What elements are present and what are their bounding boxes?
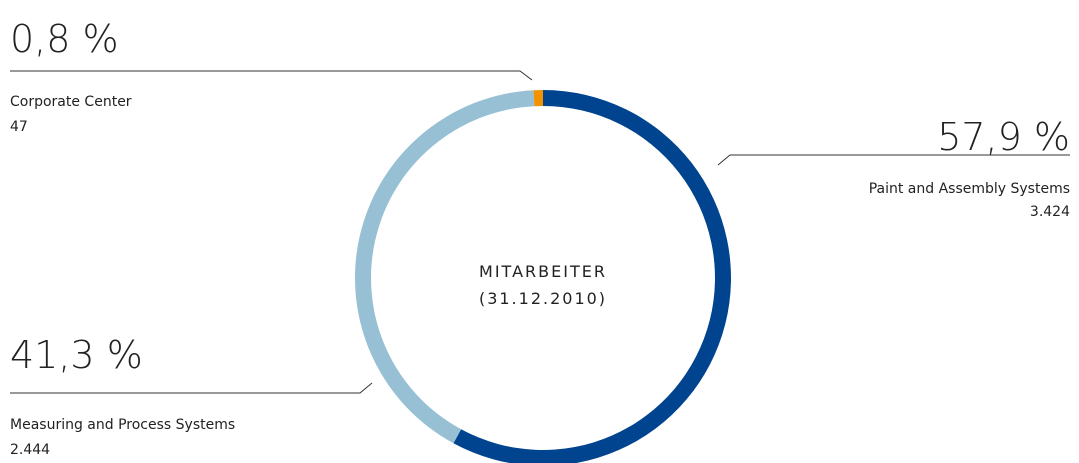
count-label: 47 bbox=[10, 119, 28, 135]
category-label: Corporate Center bbox=[10, 94, 132, 110]
leader-line bbox=[10, 70, 533, 81]
donut-segment bbox=[354, 90, 535, 444]
leader-line bbox=[10, 382, 373, 394]
percent-label: 57,9 % bbox=[937, 115, 1070, 159]
count-label: 2.444 bbox=[10, 442, 50, 458]
count-label: 3.424 bbox=[1030, 204, 1070, 220]
category-label: Paint and Assembly Systems bbox=[869, 181, 1070, 197]
center-subtitle: (31.12.2010) bbox=[479, 289, 607, 308]
category-label: Measuring and Process Systems bbox=[10, 417, 235, 433]
percent-label: 41,3 % bbox=[10, 333, 143, 377]
donut-segment bbox=[533, 90, 543, 107]
center-title: MITARBEITER bbox=[479, 262, 607, 281]
leader-line bbox=[717, 154, 1070, 166]
percent-label: 0,8 % bbox=[10, 17, 119, 61]
